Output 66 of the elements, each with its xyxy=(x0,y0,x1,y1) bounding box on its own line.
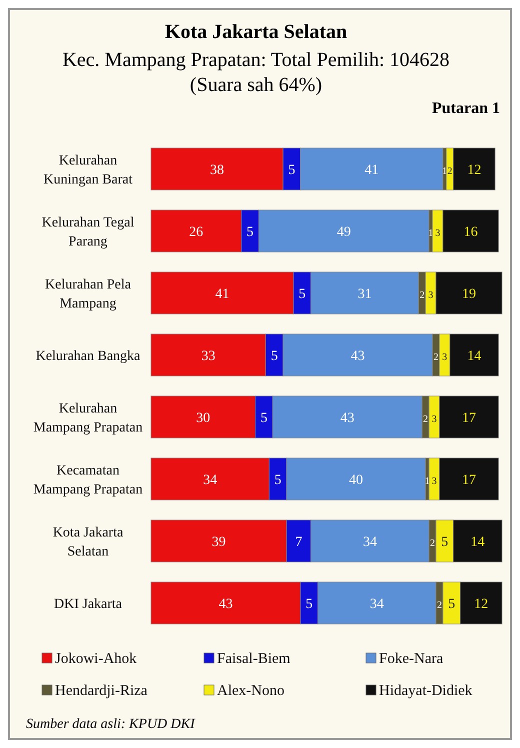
legend-label: Hendardji-Riza xyxy=(55,683,148,699)
data-label: 26 xyxy=(189,225,204,240)
data-label: 31 xyxy=(358,287,372,302)
data-label: 7 xyxy=(295,535,302,550)
data-label: 38 xyxy=(210,163,224,178)
data-label: 3 xyxy=(428,290,434,301)
y-tick-label: Kota Jakarta Selatan xyxy=(52,526,124,560)
data-label: 2 xyxy=(436,600,442,611)
legend-label: Alex-Nono xyxy=(217,683,284,699)
data-label: 39 xyxy=(212,535,226,550)
data-label: 30 xyxy=(196,411,210,426)
data-label: 1 xyxy=(442,166,448,177)
data-label: 34 xyxy=(362,535,377,550)
data-label: 43 xyxy=(350,349,365,364)
data-label: 1 xyxy=(428,228,434,239)
data-label: 34 xyxy=(203,473,218,488)
data-label: 3 xyxy=(442,352,448,363)
data-label: 16 xyxy=(464,225,478,240)
legend-label: Faisal-Biem xyxy=(217,651,291,667)
data-label: 40 xyxy=(349,473,364,488)
data-label: 12 xyxy=(467,163,482,178)
y-tick-label: Kelurahan Mampang Prapatan xyxy=(33,402,143,436)
data-label: 2 xyxy=(420,290,425,301)
data-label: 2 xyxy=(423,414,428,425)
data-label: 3 xyxy=(432,414,437,425)
legend-label: Foke-Nara xyxy=(379,651,444,667)
y-tick-label: Kelurahan Bangka xyxy=(36,349,142,364)
y-tick-label: Kecamatan Mampang Prapatan xyxy=(33,464,143,498)
y-tick-label: Kelurahan Kuningan Barat xyxy=(43,154,133,188)
data-label: 2 xyxy=(447,166,452,177)
data-label: 17 xyxy=(462,473,476,488)
data-label: 5 xyxy=(260,411,268,426)
data-label: 5 xyxy=(274,473,282,488)
data-label: 2 xyxy=(433,352,438,363)
data-label: 19 xyxy=(462,287,476,302)
legend-label: Hidayat-Didiek xyxy=(379,683,473,699)
data-label: 33 xyxy=(201,349,216,364)
data-label: 3 xyxy=(432,476,437,487)
data-label: 5 xyxy=(441,535,448,550)
data-label: 14 xyxy=(470,535,485,550)
legend-label: Jokowi-Ahok xyxy=(55,651,138,667)
data-label: 43 xyxy=(340,411,354,426)
data-label: 41 xyxy=(364,163,379,178)
chart-subtitle: Kec. Mampang Prapatan: Total Pemilih: 104628 (Suara sah 64%) xyxy=(62,49,450,96)
data-label: 41 xyxy=(215,287,230,302)
data-label: 12 xyxy=(474,597,488,612)
data-label: 49 xyxy=(336,225,351,240)
chart-title: Kota Jakarta Selatan xyxy=(164,21,348,43)
data-label: 34 xyxy=(370,597,384,612)
data-label: 5 xyxy=(306,597,313,612)
text: Sumber data asli: KPUD DKI xyxy=(26,717,196,732)
data-label: 17 xyxy=(462,411,476,426)
data-label: 5 xyxy=(448,597,456,612)
data-label: 5 xyxy=(298,287,306,302)
data-label: 43 xyxy=(218,597,233,612)
data-label: 5 xyxy=(288,163,296,178)
text: Putaran 1 xyxy=(432,100,500,117)
data-label: 1 xyxy=(424,476,430,487)
data-label: 14 xyxy=(467,349,482,364)
data-label: 2 xyxy=(430,538,435,549)
y-tick-label: Kelurahan Tegal Parang xyxy=(42,216,134,250)
data-label: 5 xyxy=(270,349,278,364)
y-tick-label: DKI Jakarta xyxy=(54,597,123,612)
data-label: 3 xyxy=(435,228,440,239)
y-tick-label: Kelurahan Pela Mampang xyxy=(45,278,132,312)
data-label: 5 xyxy=(246,225,254,240)
